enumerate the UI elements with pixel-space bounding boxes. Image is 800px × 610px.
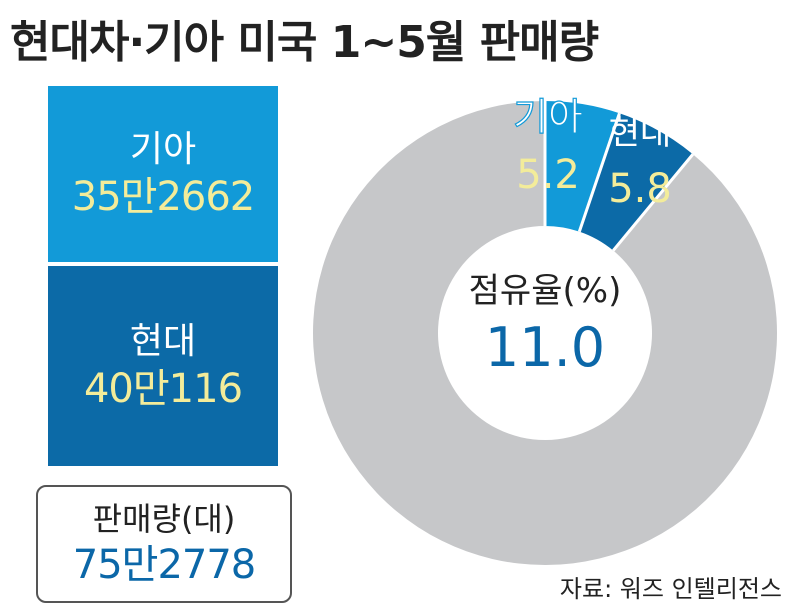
hyundai-segment-value: 40만116 (83, 365, 243, 412)
hyundai-bar-segment: 현대 40만116 (48, 266, 278, 466)
kia-segment-label: 기아 (129, 128, 197, 170)
share-center-value: 11.0 (485, 316, 605, 379)
total-sales-box: 판매량(대) 75만2778 (36, 485, 292, 603)
kia-slice-value: 5.2 (516, 152, 580, 198)
kia-bar-segment: 기아 35만2662 (48, 86, 278, 263)
hyundai-slice-value: 5.8 (608, 166, 672, 212)
slice-separator (577, 112, 621, 233)
total-sales-value: 75만2778 (72, 541, 256, 588)
others-share-slice (313, 101, 777, 565)
data-source: 자료: 워즈 인텔리전스 (559, 575, 782, 603)
slice-separator (612, 153, 695, 252)
kia-slice-label: 기아 (513, 95, 583, 139)
share-center-label: 점유율(%) (469, 271, 622, 311)
chart-title: 현대차·기아 미국 1~5월 판매량 (10, 17, 599, 68)
hyundai-share-slice (579, 113, 693, 251)
sales-stacked-bar: 기아 35만2662 현대 40만116 (48, 86, 278, 466)
total-sales-label: 판매량(대) (92, 500, 236, 539)
kia-segment-value: 35만2662 (71, 173, 255, 220)
hyundai-segment-label: 현대 (129, 320, 197, 362)
kia-share-slice (545, 101, 620, 232)
hyundai-slice-label: 현대 (609, 113, 672, 153)
